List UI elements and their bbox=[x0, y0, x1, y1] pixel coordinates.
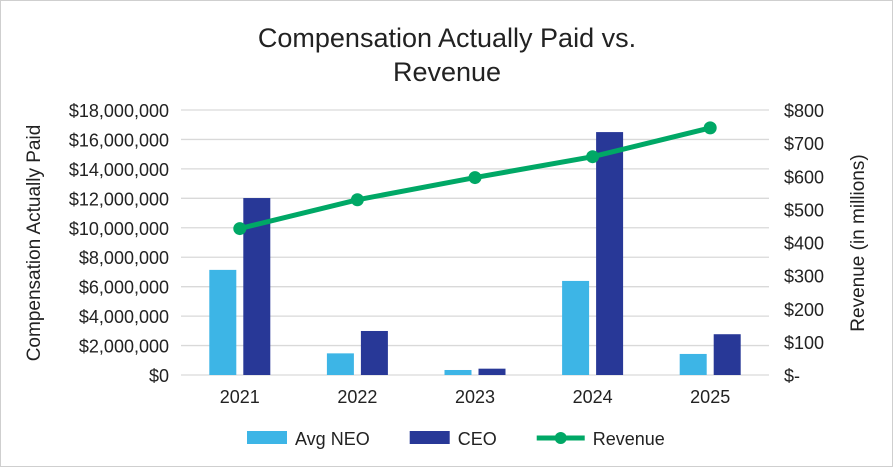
x-tick-label: 2024 bbox=[573, 387, 613, 407]
y2-tick-label: $- bbox=[784, 366, 800, 386]
y2-tick-label: $600 bbox=[784, 167, 824, 187]
bar-avg-neo bbox=[209, 269, 237, 375]
legend-label: CEO bbox=[458, 429, 497, 449]
bar-ceo bbox=[713, 334, 741, 375]
bar-ceo bbox=[360, 330, 388, 375]
bar-avg-neo bbox=[562, 280, 590, 375]
bar-avg-neo bbox=[326, 353, 354, 375]
chart-title-line1: Compensation Actually Paid vs. bbox=[258, 23, 636, 53]
bar-avg-neo bbox=[444, 369, 472, 375]
x-tick-label: 2022 bbox=[337, 387, 377, 407]
revenue-point bbox=[468, 171, 482, 185]
x-tick-label: 2023 bbox=[455, 387, 495, 407]
legend-marker bbox=[554, 432, 567, 444]
y-tick-label: $18,000,000 bbox=[69, 101, 169, 121]
y2-tick-label: $700 bbox=[784, 134, 824, 154]
y-tick-label: $12,000,000 bbox=[69, 189, 169, 209]
y-tick-label: $6,000,000 bbox=[79, 278, 169, 298]
chart-title-line2: Revenue bbox=[393, 57, 501, 87]
y-axis-label: Compensation Actually Paid bbox=[24, 125, 45, 362]
legend-label: Revenue bbox=[593, 429, 665, 449]
y2-tick-label: $500 bbox=[784, 200, 824, 220]
y-tick-label: $16,000,000 bbox=[69, 130, 169, 150]
y-tick-label: $0 bbox=[149, 366, 169, 386]
bar-ceo bbox=[478, 368, 506, 375]
y2-tick-label: $100 bbox=[784, 333, 824, 353]
y-tick-label: $14,000,000 bbox=[69, 160, 169, 180]
legend-swatch bbox=[409, 431, 450, 444]
revenue-point bbox=[233, 222, 247, 236]
bar-ceo bbox=[596, 132, 624, 375]
x-tick-label: 2021 bbox=[220, 387, 260, 407]
x-tick-label: 2025 bbox=[690, 387, 730, 407]
y-tick-label: $8,000,000 bbox=[79, 248, 169, 268]
y-tick-label: $10,000,000 bbox=[69, 219, 169, 239]
y2-tick-label: $800 bbox=[784, 101, 824, 121]
y2-tick-label: $300 bbox=[784, 267, 824, 287]
legend-label: Avg NEO bbox=[295, 429, 370, 449]
legend-swatch bbox=[247, 431, 287, 444]
y-tick-label: $4,000,000 bbox=[79, 307, 169, 327]
revenue-point bbox=[586, 150, 600, 164]
y-tick-label: $2,000,000 bbox=[79, 337, 169, 357]
y2-tick-label: $200 bbox=[784, 300, 824, 320]
revenue-point bbox=[703, 121, 717, 135]
y2-tick-label: $400 bbox=[784, 234, 824, 254]
y2-axis-label: Revenue (in millions) bbox=[848, 154, 869, 331]
bar-avg-neo bbox=[679, 353, 707, 375]
revenue-point bbox=[350, 193, 364, 207]
